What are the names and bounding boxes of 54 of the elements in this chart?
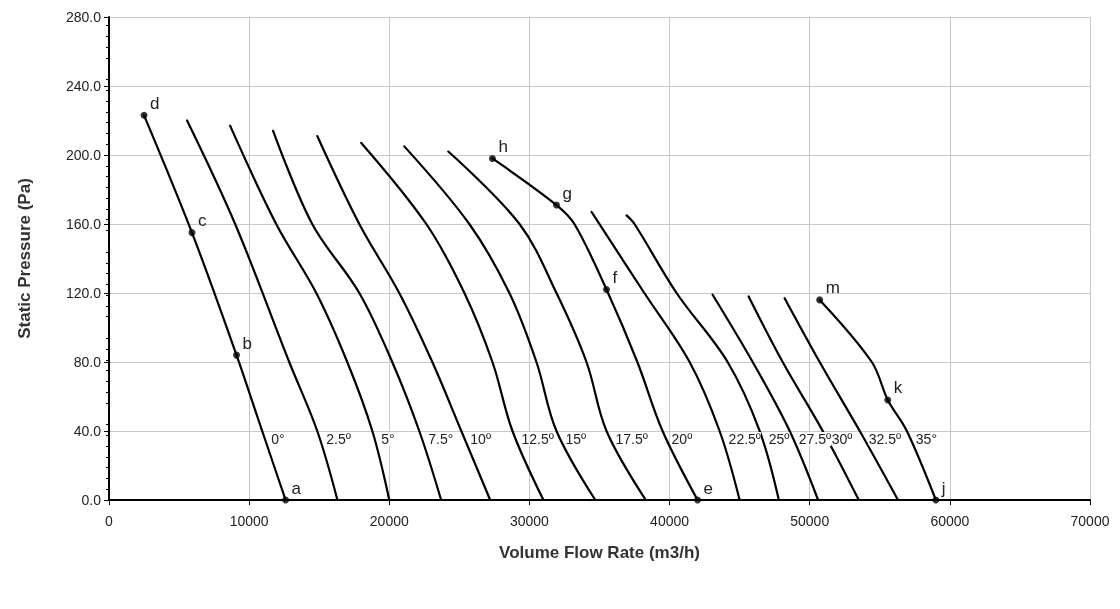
point [188, 229, 196, 237]
annotation: 5° [381, 431, 395, 447]
point [282, 496, 290, 504]
point [694, 496, 702, 504]
x-tick-label: 60000 [930, 513, 970, 529]
x-tick-label: 50000 [790, 513, 830, 529]
point [140, 111, 148, 119]
x-tick-label: 70000 [1070, 513, 1110, 529]
y-tick-label: 0.0 [81, 492, 102, 508]
annotation: 10º [470, 431, 492, 447]
x-tick-label: 0 [105, 513, 114, 529]
annotation: 0° [271, 431, 285, 447]
y-axis-title: Static Pressure (Pa) [15, 178, 34, 339]
point [816, 296, 824, 304]
point [488, 154, 496, 162]
annotation: 12.5º [521, 431, 554, 447]
x-tick-label: 20000 [369, 513, 409, 529]
annotation: c [197, 211, 207, 231]
annotation: g [562, 183, 572, 203]
y-tick-label: 280.0 [65, 9, 102, 25]
annotation: 20º [671, 431, 693, 447]
point [603, 286, 611, 294]
annotation: 27.5º [798, 431, 832, 447]
x-tick-label: 30000 [509, 513, 550, 529]
annotation: d [150, 93, 160, 113]
x-tick-label: 10000 [229, 513, 269, 529]
point [884, 396, 892, 404]
annotation: j [940, 478, 946, 498]
annotation: e [703, 478, 714, 498]
x-axis-title: Volume Flow Rate (m3/h) [499, 543, 700, 562]
annotation: a [291, 478, 302, 498]
point [552, 201, 560, 209]
point [233, 351, 241, 359]
annotation: 17.5º [615, 431, 648, 447]
x-tick-label: 40000 [650, 513, 690, 529]
y-tick-label: 120.0 [65, 285, 102, 301]
annotation: 32.5º [868, 431, 902, 447]
y-tick-label: 160.0 [65, 216, 102, 232]
annotation: 35° [915, 431, 938, 447]
annotation: h [498, 136, 508, 156]
y-tick-label: 240.0 [65, 78, 102, 94]
annotation: f [612, 268, 618, 288]
y-tick-label: 40.0 [73, 423, 102, 439]
annotation: 7.5° [428, 431, 454, 447]
annotation: 25º [768, 431, 790, 447]
annotation: m [825, 278, 840, 298]
annotation: 22.5º [728, 431, 761, 447]
annotation: 2.5º [326, 431, 351, 447]
annotation: k [893, 378, 903, 398]
y-tick-label: 80.0 [73, 354, 102, 370]
y-tick-label: 200.0 [65, 147, 102, 163]
annotation: 30º [831, 431, 853, 447]
annotation: b [242, 333, 252, 353]
annotation: 15º [565, 431, 587, 447]
